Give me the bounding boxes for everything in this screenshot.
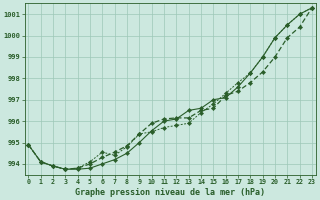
X-axis label: Graphe pression niveau de la mer (hPa): Graphe pression niveau de la mer (hPa) xyxy=(75,188,265,197)
